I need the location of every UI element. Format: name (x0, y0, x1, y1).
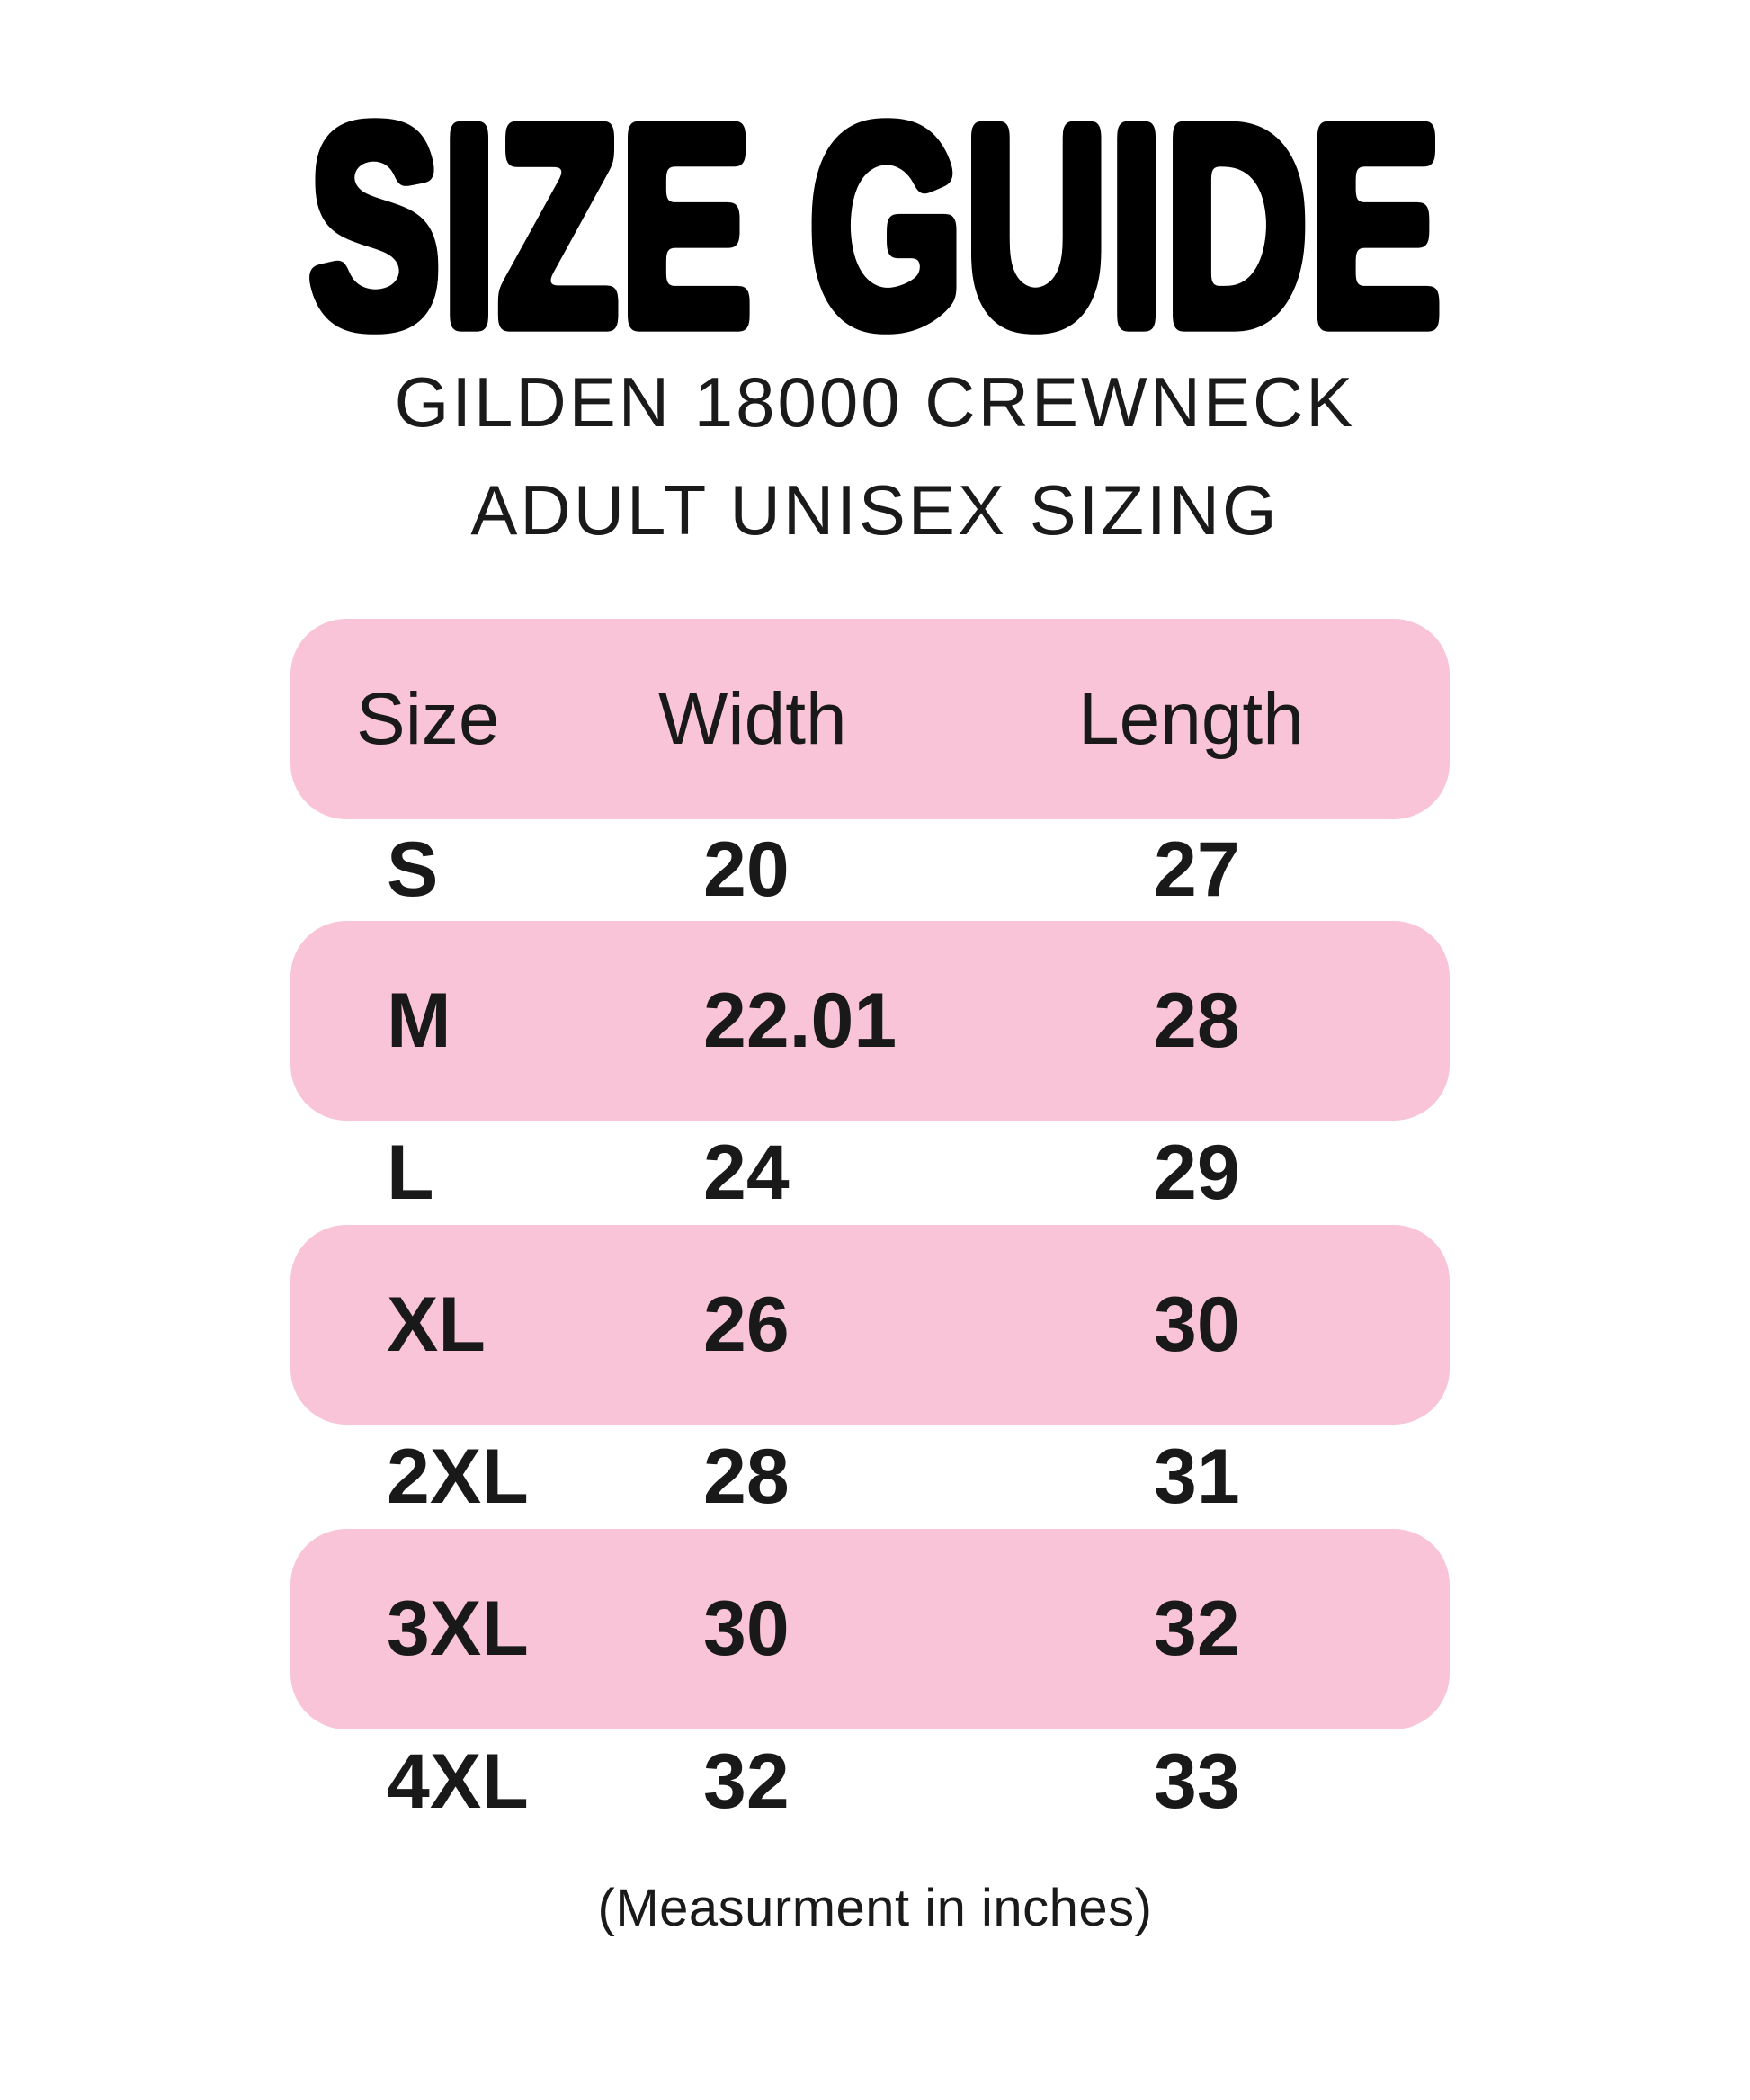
svg-text:SIZE GUIDE: SIZE GUIDE (308, 67, 1442, 387)
